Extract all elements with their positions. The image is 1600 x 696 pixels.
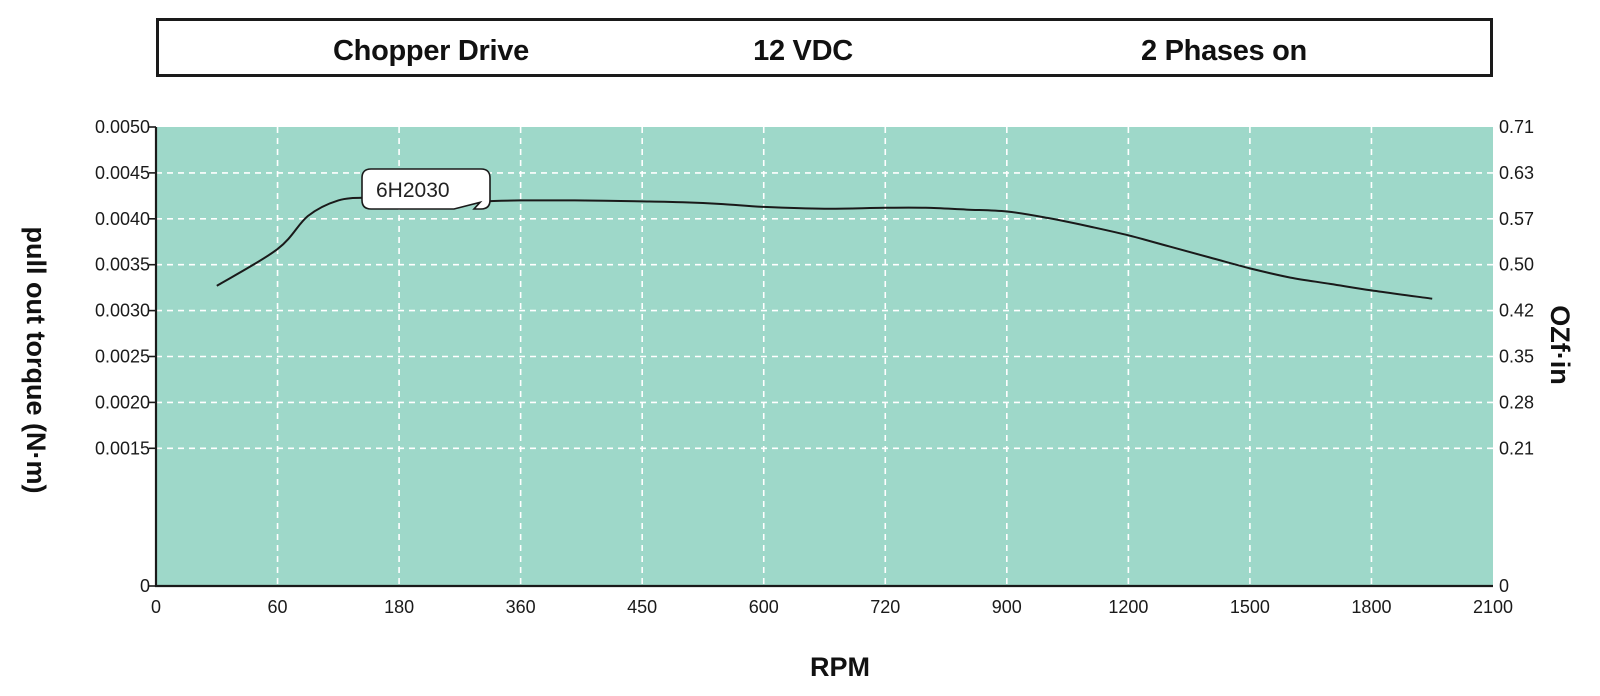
y-right-tick-label: 0.71 [1499,117,1534,137]
callout-bubble [361,168,491,210]
y-tick-label: 0.0025 [95,347,150,367]
y-tick-labels: 0 0.0015 0.0020 0.0025 0.0030 0.0035 0.0040 0.0… [95,117,150,596]
x-tick-label: 450 [627,597,657,617]
x-tick-label: 2100 [1473,597,1513,617]
y-tick-label: 0.0030 [95,301,150,321]
callout-label: 6H2030 [376,179,450,202]
voltage-label: 12 VDC [753,35,853,67]
x-tick-label: 0 [151,597,161,617]
x-axis-title: RPM [810,652,870,682]
x-tick-label: 360 [506,597,536,617]
y-tick-label: 0.0045 [95,163,150,183]
y-tick-label: 0.0040 [95,209,150,229]
y-right-tick-label: 0.35 [1499,347,1534,367]
x-tick-labels: 0 60 180 360 450 600 720 900 1200 1500 1800 2100 [151,597,1513,617]
phases-label: 2 Phases on [1141,35,1307,67]
x-tick-label: 1200 [1108,597,1148,617]
y-tick-label: 0.0050 [95,117,150,137]
x-tick-label: 60 [268,597,288,617]
header-box: Chopper Drive 12 VDC 2 Phases on [156,18,1493,77]
x-tick-label: 180 [384,597,414,617]
axes [149,126,1493,588]
y-right-tick-label: 0.28 [1499,392,1534,412]
y-tick-label: 0.0035 [95,255,150,275]
y-right-tick-label: 0.63 [1499,163,1534,183]
x-tick-label: 600 [749,597,779,617]
y-right-tick-label: 0.50 [1499,255,1534,275]
y-right-tick-label: 0.21 [1499,438,1534,458]
x-tick-label: 720 [870,597,900,617]
x-tick-label: 1500 [1230,597,1270,617]
y-axis-title-right: OZf·in [1545,305,1575,384]
y-right-tick-label: 0 [1499,576,1509,596]
y-tick-label: 0.0020 [95,392,150,412]
y-right-tick-label: 0.42 [1499,301,1534,321]
y-right-tick-labels: 0 0.21 0.28 0.35 0.42 0.50 0.57 0.63 0.71 [1499,117,1534,596]
x-tick-label: 900 [992,597,1022,617]
y-tick-label: 0 [140,576,150,596]
y-axis-title-left: pull out torque (N·m) [21,227,51,494]
drive-type-label: Chopper Drive [333,35,529,67]
series-callout: 6H2030 [361,168,491,210]
y-right-tick-label: 0.57 [1499,209,1534,229]
x-tick-label: 1800 [1351,597,1391,617]
y-tick-label: 0.0015 [95,438,150,458]
